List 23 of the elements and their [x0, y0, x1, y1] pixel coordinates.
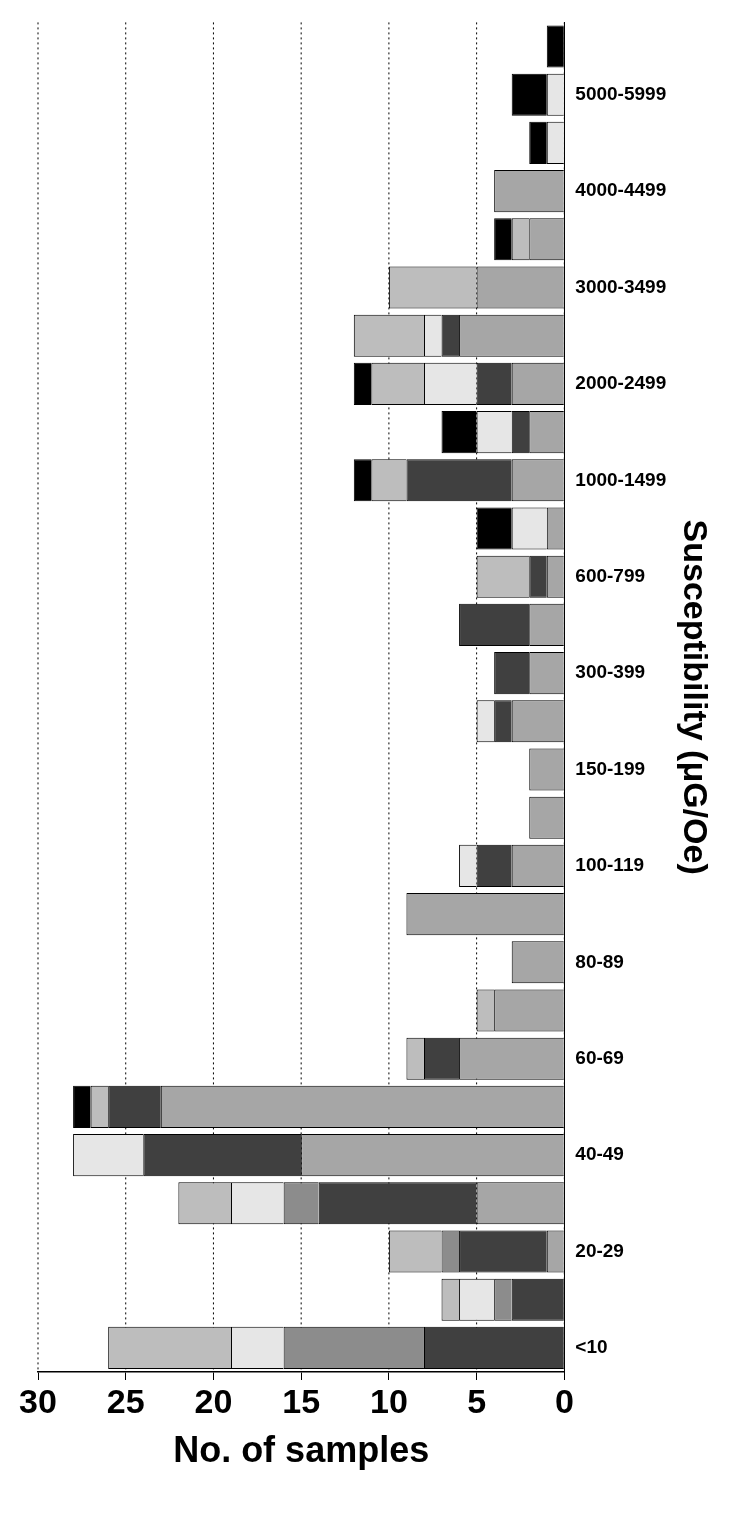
x-tick-label: 15 [282, 1381, 321, 1420]
x-axis-title: No. of samples [173, 1429, 430, 1471]
y-tick-label: 600-799 [575, 564, 646, 586]
y-tick-label: 3000-3499 [575, 275, 667, 297]
x-tick-label: 20 [194, 1381, 233, 1420]
y-tick-label: 60-69 [575, 1046, 624, 1068]
y-tick-label: 150-199 [575, 757, 646, 779]
x-tick-label: 30 [19, 1381, 57, 1420]
y-tick-label: 80-89 [575, 950, 624, 972]
x-tick-label: 5 [467, 1381, 487, 1420]
y-tick-label: 20-29 [575, 1239, 624, 1261]
y-tick-label: 100-119 [575, 854, 645, 876]
y-tick-label: <10 [575, 1336, 608, 1358]
y-tick-label: 4000-4499 [575, 179, 667, 201]
y-tick-label: 1000-1499 [575, 468, 667, 490]
y-tick-label: 300-399 [575, 661, 646, 683]
x-tick-label: 10 [369, 1381, 408, 1420]
y-tick-label: 40-49 [575, 1143, 624, 1165]
y-tick-label: 2000-2499 [575, 372, 667, 394]
y-axis-title: Susceptibility (μG/Oe) [677, 519, 716, 875]
x-tick-label: 25 [106, 1381, 145, 1420]
x-tick-label: 0 [554, 1381, 574, 1420]
y-tick-label: 5000-5999 [575, 82, 667, 104]
